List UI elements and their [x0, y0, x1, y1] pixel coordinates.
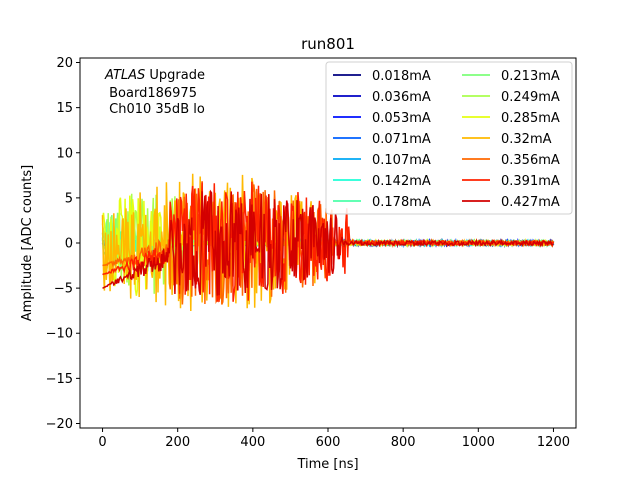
x-tick-label: 0 [98, 435, 106, 450]
annotation-upgrade: Upgrade [145, 68, 205, 83]
legend-label: 0.213mA [501, 69, 560, 84]
annotation-line-3: Ch010 35dB lo [105, 102, 205, 117]
series-line [102, 189, 554, 296]
annotation: ATLAS Upgrade Board186975 Ch010 35dB lo [104, 68, 205, 117]
legend-label: 0.391mA [501, 174, 560, 189]
x-axis: 0 200 400 600 800 1000 1200 [98, 428, 570, 450]
y-tick-label: 0 [65, 237, 73, 252]
annotation-italic: ATLAS [104, 68, 145, 83]
legend-label: 0.142mA [372, 174, 431, 189]
legend-label: 0.018mA [372, 69, 431, 84]
legend-label: 0.178mA [372, 195, 431, 210]
y-tick-label: 5 [65, 191, 73, 206]
legend: 0.018mA 0.036mA 0.053mA 0.071mA 0.107mA 0.142… [325, 61, 573, 215]
annotation-line-1: ATLAS Upgrade [104, 68, 205, 83]
legend-label: 0.036mA [372, 90, 431, 105]
legend-label: 0.071mA [372, 132, 431, 147]
legend-label: 0.249mA [501, 90, 560, 105]
y-axis: −20 −15 −10 −5 0 5 10 15 20 [46, 56, 80, 432]
y-tick-label: 20 [56, 56, 73, 71]
x-tick-label: 1200 [537, 435, 570, 450]
y-tick-label: −10 [46, 327, 73, 342]
legend-label: 0.427mA [501, 195, 560, 210]
x-axis-label: Time [ns] [296, 457, 358, 472]
x-tick-label: 600 [316, 435, 341, 450]
series-layer [101, 173, 555, 312]
x-tick-label: 1000 [462, 435, 495, 450]
y-tick-label: −5 [54, 282, 73, 297]
y-axis-label: Amplitude [ADC counts] [20, 165, 35, 321]
legend-label: 0.053mA [372, 111, 431, 126]
legend-label: 0.356mA [501, 153, 560, 168]
x-tick-label: 200 [165, 435, 190, 450]
chart-title: run801 [301, 35, 355, 53]
y-tick-label: 10 [56, 146, 73, 161]
y-tick-label: 15 [56, 101, 73, 116]
x-tick-label: 400 [240, 435, 265, 450]
legend-label: 0.32mA [501, 132, 552, 147]
x-tick-label: 800 [391, 435, 416, 450]
legend-label: 0.285mA [501, 111, 560, 126]
annotation-line-2: Board186975 [105, 86, 197, 101]
y-tick-label: −15 [46, 372, 73, 387]
legend-box [325, 61, 573, 215]
y-tick-label: −20 [46, 417, 73, 432]
legend-label: 0.107mA [372, 153, 431, 168]
